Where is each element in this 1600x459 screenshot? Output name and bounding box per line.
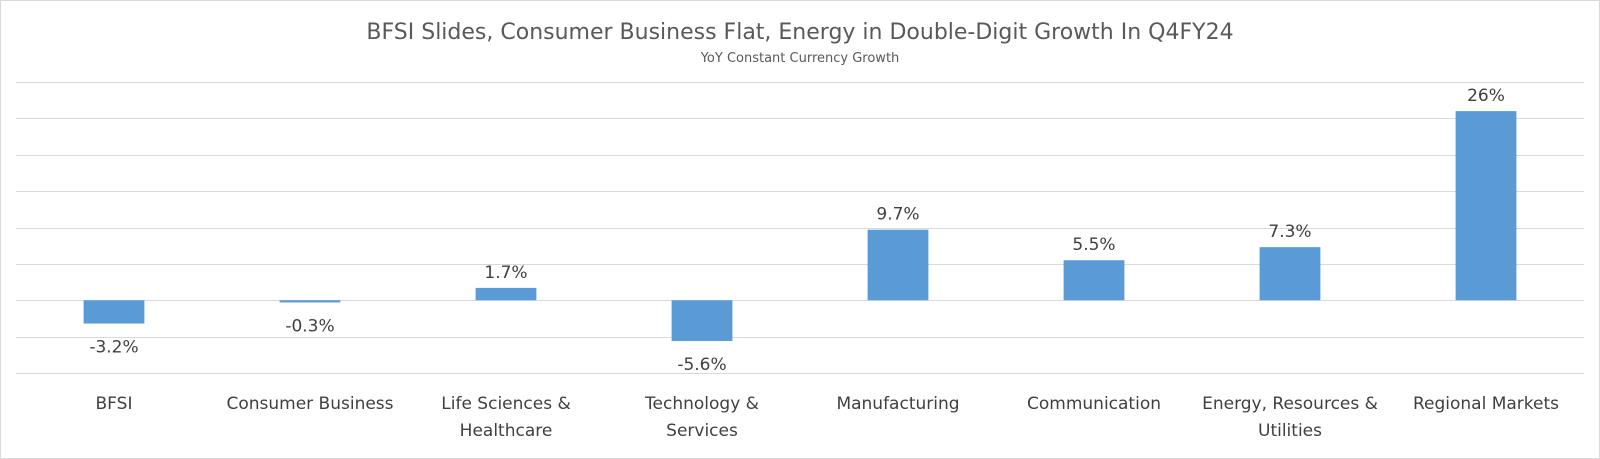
data-labels: -3.2% -0.3% 1.7% -5.6% 9.7% 5.5% 7.3% 26% xyxy=(89,86,1505,375)
chart-subtitle: YoY Constant Currency Growth xyxy=(700,51,900,66)
category-label: Regional Markets xyxy=(1413,394,1559,414)
data-label: 26% xyxy=(1467,86,1505,106)
gridlines xyxy=(16,82,1584,374)
data-label: -0.3% xyxy=(285,316,334,336)
category-label: Manufacturing xyxy=(836,394,959,414)
category-labels: BFSI Consumer Business Life Sciences & Heal… xyxy=(96,394,1560,441)
bar xyxy=(1063,260,1125,301)
bar xyxy=(475,287,537,301)
bar xyxy=(83,300,145,324)
bar xyxy=(671,300,733,341)
bar xyxy=(867,229,929,301)
chart-title: BFSI Slides, Consumer Business Flat, Ene… xyxy=(366,20,1233,45)
category-label: Communication xyxy=(1027,394,1161,414)
data-label: 5.5% xyxy=(1072,235,1115,255)
category-label: Consumer Business xyxy=(226,394,393,414)
category-label: Technology & Services xyxy=(644,394,759,441)
bars xyxy=(83,111,1517,341)
data-label: 9.7% xyxy=(876,205,919,225)
category-label: BFSI xyxy=(96,394,133,414)
data-label: -3.2% xyxy=(89,338,138,358)
data-label: 7.3% xyxy=(1268,222,1311,242)
data-label: -5.6% xyxy=(677,355,726,375)
category-label: Energy, Resources & Utilities xyxy=(1202,394,1378,441)
bar xyxy=(279,300,341,303)
data-label: 1.7% xyxy=(484,263,527,283)
category-label: Life Sciences & Healthcare xyxy=(441,394,570,441)
bar xyxy=(1455,111,1517,301)
bar xyxy=(1259,247,1321,301)
